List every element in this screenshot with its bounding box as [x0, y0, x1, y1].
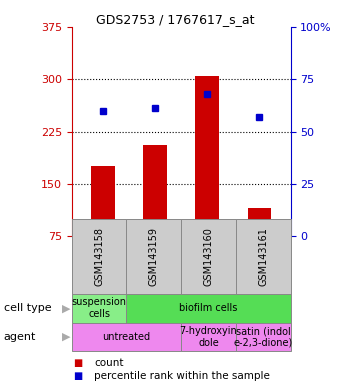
- Text: GSM143161: GSM143161: [258, 227, 268, 286]
- Text: percentile rank within the sample: percentile rank within the sample: [94, 371, 270, 381]
- Text: agent: agent: [4, 332, 36, 342]
- Text: ■: ■: [74, 371, 83, 381]
- Text: suspension
cells: suspension cells: [72, 297, 127, 319]
- Bar: [247, 208, 271, 236]
- Text: 7-hydroxyin
dole: 7-hydroxyin dole: [180, 326, 237, 348]
- Text: ■: ■: [74, 358, 83, 368]
- Text: GDS2753 / 1767617_s_at: GDS2753 / 1767617_s_at: [96, 13, 254, 26]
- Text: ▶: ▶: [62, 303, 71, 313]
- Bar: [144, 146, 167, 236]
- Text: satin (indol
e-2,3-dione): satin (indol e-2,3-dione): [233, 326, 293, 348]
- Text: count: count: [94, 358, 124, 368]
- Bar: [91, 166, 115, 236]
- Text: GSM143158: GSM143158: [94, 227, 104, 286]
- Bar: [195, 76, 219, 236]
- Text: cell type: cell type: [4, 303, 51, 313]
- Text: ▶: ▶: [62, 332, 71, 342]
- Text: untreated: untreated: [102, 332, 150, 342]
- Text: GSM143159: GSM143159: [149, 227, 159, 286]
- Text: GSM143160: GSM143160: [203, 227, 214, 286]
- Text: biofilm cells: biofilm cells: [179, 303, 238, 313]
